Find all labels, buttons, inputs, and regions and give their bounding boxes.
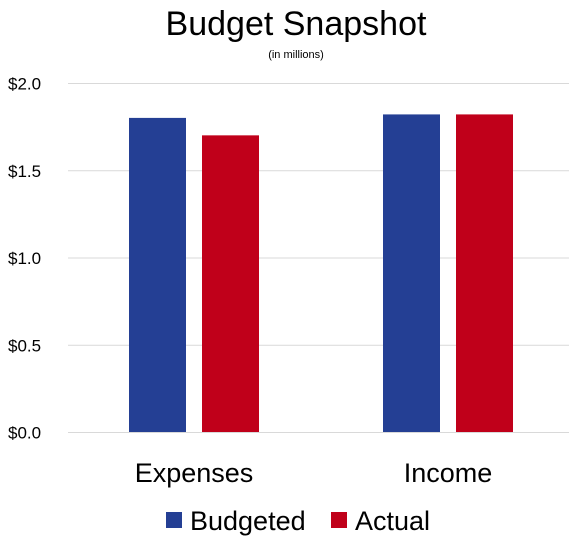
chart-title: Budget Snapshot — [166, 5, 427, 43]
legend-label-budgeted: Budgeted — [190, 506, 306, 536]
y-tick-label: $1.0 — [8, 249, 41, 268]
bar-income-actual — [456, 114, 513, 432]
legend-label-actual: Actual — [355, 506, 430, 536]
bar-income-budgeted — [383, 114, 440, 432]
y-tick-label: $2.0 — [8, 75, 41, 94]
legend-swatch-actual — [331, 512, 347, 528]
y-tick-label: $0.5 — [8, 336, 41, 355]
x-tick-label-expenses: Expenses — [135, 458, 254, 488]
bar-expenses-actual — [202, 135, 259, 432]
legend-swatch-budgeted — [166, 512, 182, 528]
bar-expenses-budgeted — [129, 117, 186, 433]
y-axis-tick-labels: $0.0 $0.5 $1.0 $1.5 $2.0 — [8, 75, 41, 443]
bars — [129, 114, 513, 433]
chart-subtitle: (in millions) — [268, 49, 324, 61]
legend: Budgeted Actual — [166, 506, 430, 536]
x-tick-label-income: Income — [404, 458, 493, 488]
y-tick-label: $0.0 — [8, 424, 41, 443]
x-axis-tick-labels: Expenses Income — [135, 458, 493, 488]
y-tick-label: $1.5 — [8, 162, 41, 181]
